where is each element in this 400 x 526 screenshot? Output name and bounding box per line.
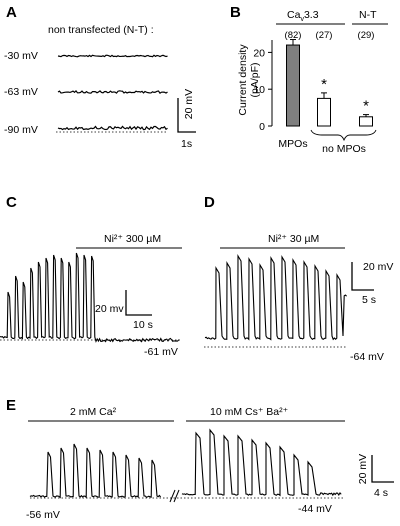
n-label-2: (27): [316, 30, 333, 41]
n-label-3: (29): [358, 30, 375, 41]
trace-d: [204, 254, 347, 341]
trace-potential-2: -63 mV: [4, 86, 38, 98]
panel-label-e: E: [6, 397, 16, 414]
trace-a1: [57, 54, 168, 58]
baseline-c-label: -61 mV: [144, 346, 178, 358]
no-mpos-brace: [310, 129, 377, 142]
y-axis-label-1: Current density: [237, 44, 249, 116]
baseline-e1-label: -56 mV: [26, 509, 60, 521]
trace-e1: [29, 443, 162, 499]
panel-label-a: A: [6, 4, 17, 21]
y-tick-label-1: 10: [253, 84, 265, 96]
axis-break-icon: [169, 489, 180, 503]
scale-d-time: 5 s: [362, 294, 376, 306]
panel-label-b: B: [230, 4, 241, 21]
scale-bar-e: [371, 455, 394, 483]
treatment-d: Ni²⁺ 30 µM: [268, 233, 319, 245]
scale-c-time: 10 s: [133, 319, 153, 331]
baseline-e2-label: -44 mV: [298, 503, 332, 515]
trace-potential-3: -90 mV: [4, 124, 38, 136]
condition-e1: 2 mM Ca²: [70, 406, 117, 418]
bar-chart: 0 10 20 * *: [253, 39, 373, 133]
header-nt: N-T: [359, 9, 377, 21]
x-label-mpos: MPOs: [278, 138, 307, 150]
scale-e-voltage: 20 mV: [357, 454, 369, 484]
trace-e2: [181, 428, 342, 497]
treatment-c: Ni²⁺ 300 µM: [104, 233, 161, 245]
bar-2: [359, 116, 373, 127]
trace-c: [0, 252, 180, 343]
scale-e-time: 4 s: [374, 487, 388, 499]
y-tick-label-2: 20: [253, 47, 265, 59]
baseline-d-label: -64 mV: [350, 351, 384, 363]
panel-label-c: C: [6, 194, 17, 211]
header-cav: Cav3.3: [287, 9, 319, 23]
trace-potential-1: -30 mV: [4, 50, 38, 62]
panel-label-d: D: [204, 194, 215, 211]
trace-a2: [57, 89, 168, 94]
scale-a-time: 1s: [181, 138, 192, 150]
bar-0: [286, 44, 300, 127]
condition-e2: 10 mM Cs⁺ Ba²⁺: [210, 406, 289, 418]
trace-a3: [57, 125, 168, 131]
scale-d-voltage: 20 mV: [363, 261, 393, 273]
y-tick-label-0: 0: [259, 121, 265, 133]
scale-bar-c: [125, 290, 152, 316]
significance-star-1: *: [321, 76, 327, 93]
significance-star-2: *: [363, 98, 369, 115]
scale-bar-d: [351, 262, 374, 291]
n-label-1: (82): [285, 30, 302, 41]
scale-bar-a: [177, 98, 196, 133]
panel-a-title: non transfected (N-T) :: [48, 24, 154, 36]
scale-a-voltage: 20 mV: [183, 89, 195, 119]
x-label-no-mpos: no MPOs: [322, 143, 366, 155]
scale-c-voltage: 20 mv: [95, 303, 124, 315]
y-axis-label-2: (pA/pF): [249, 62, 261, 97]
bar-1: [317, 97, 331, 127]
